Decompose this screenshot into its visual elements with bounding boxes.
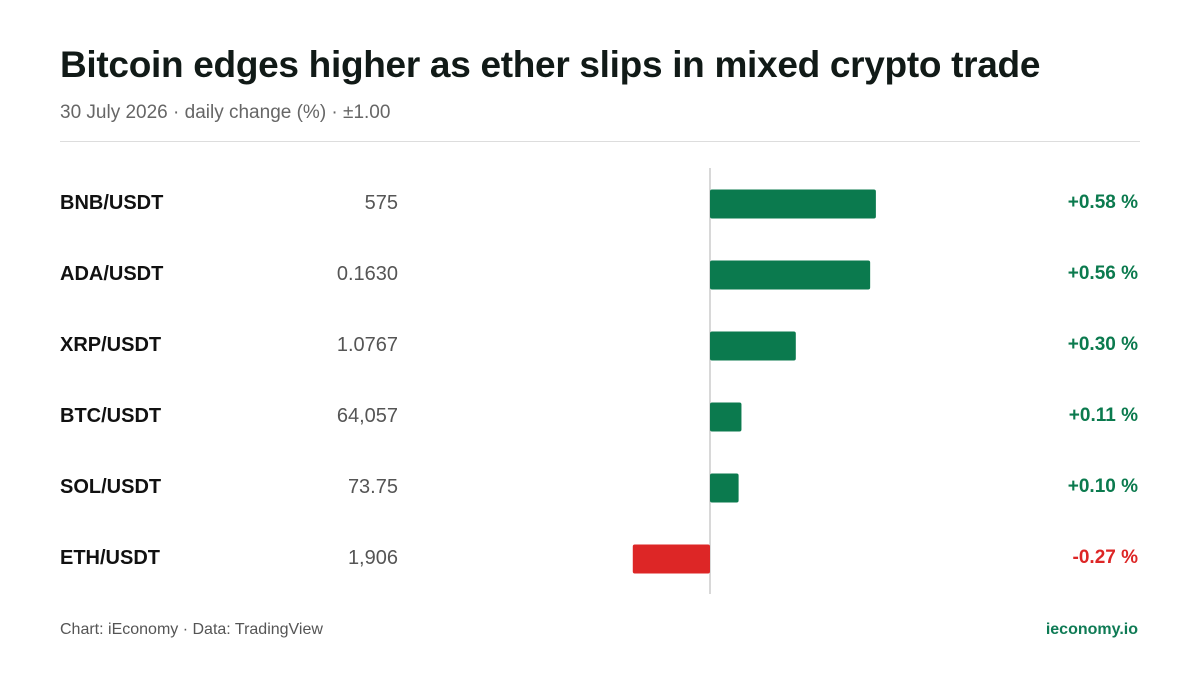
pair-label: ETH/USDT (60, 547, 160, 569)
change-value-label: +0.58 % (1067, 192, 1138, 213)
chart-subtitle: 30 July 2026 · daily change (%) · ±1.00 (60, 102, 391, 123)
change-value-label: +0.11 % (1068, 405, 1138, 426)
footer-site-link[interactable]: ieconomy.io (1045, 621, 1138, 638)
pair-label: BTC/USDT (60, 405, 162, 427)
header-divider (60, 141, 1140, 142)
price-label: 1.0767 (336, 334, 398, 356)
bar-ada-usdt (710, 260, 871, 290)
price-label: 64,057 (336, 405, 398, 427)
price-label: 0.1630 (336, 263, 398, 285)
bar-eth-usdt (632, 544, 710, 574)
price-label: 1,906 (347, 547, 398, 569)
bar-sol-usdt (710, 473, 739, 503)
pair-label: BNB/USDT (60, 192, 164, 214)
change-value-label: +0.10 % (1067, 476, 1138, 497)
pair-label: XRP/USDT (60, 334, 162, 356)
bar-btc-usdt (710, 402, 742, 432)
change-value-label: -0.27 % (1072, 547, 1138, 568)
footer-credit: Chart: iEconomy · Data: TradingView (60, 621, 323, 638)
pair-label: SOL/USDT (60, 476, 162, 498)
bar-bnb-usdt (710, 189, 876, 219)
price-label: 575 (364, 192, 398, 214)
change-value-label: +0.30 % (1067, 334, 1138, 355)
bar-xrp-usdt (710, 331, 796, 361)
pair-label: ADA/USDT (60, 263, 164, 285)
price-label: 73.75 (347, 476, 398, 498)
chart-title: Bitcoin edges higher as ether slips in m… (60, 44, 1041, 85)
change-value-label: +0.56 % (1067, 263, 1138, 284)
